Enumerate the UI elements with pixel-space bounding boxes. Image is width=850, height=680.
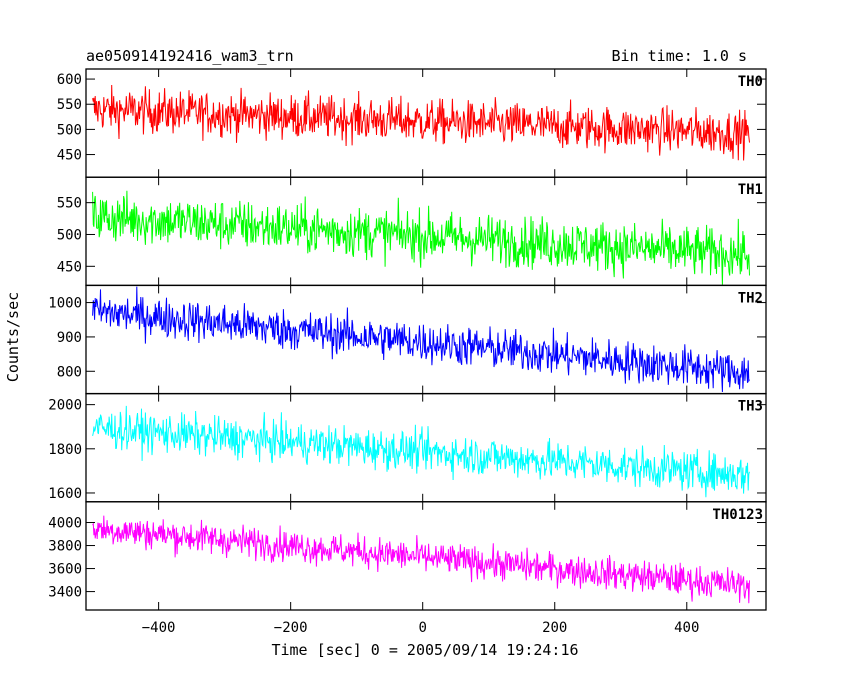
x-tick-labels: −400 −200 0 200 400 — [142, 620, 700, 636]
panels-group: 450 500 550 600 TH0 450 500 550 TH1 800 900 1000 TH2… — [48, 68, 767, 611]
panel-th2: 800 900 1000 TH2 — [48, 284, 767, 395]
y-tick-label: 800 — [57, 364, 82, 380]
y-axis-label: Counts/sec — [4, 292, 22, 382]
series-line-th2 — [92, 286, 750, 393]
panel-frame — [85, 501, 767, 611]
panel-label-th0: TH0 — [738, 74, 763, 90]
y-tick-label: 1000 — [48, 296, 82, 312]
y-tick-label: 3400 — [48, 585, 82, 601]
series-line-th0 — [92, 84, 750, 161]
y-tick-label: 3800 — [48, 539, 82, 555]
y-tick-label: 550 — [57, 97, 82, 113]
y-tick-label: 450 — [57, 259, 82, 275]
series-line-th1 — [92, 190, 750, 285]
x-tick-label: 200 — [542, 620, 567, 636]
y-tick-label: 1800 — [48, 442, 82, 458]
bin-time-label: Bin time: 1.0 s — [612, 47, 747, 65]
y-tick-label: 550 — [57, 196, 82, 212]
y-tick-label: 500 — [57, 227, 82, 243]
x-tick-label: 0 — [418, 620, 426, 636]
panel-th0123: 3400 3600 3800 4000 TH0123 — [48, 501, 767, 611]
panel-label-th2: TH2 — [738, 290, 763, 306]
panel-label-th3: TH3 — [738, 399, 763, 415]
y-tick-label: 3600 — [48, 562, 82, 578]
y-tick-label: 450 — [57, 148, 82, 164]
y-tick-label: 1600 — [48, 486, 82, 502]
panel-label-th0123: TH0123 — [712, 507, 763, 523]
x-tick-label: −200 — [274, 620, 308, 636]
y-tick-label: 900 — [57, 330, 82, 346]
panel-label-th1: TH1 — [738, 182, 763, 198]
y-tick-label: 2000 — [48, 398, 82, 414]
panel-th3: 1600 1800 2000 TH3 — [48, 392, 767, 503]
panel-frame — [85, 176, 767, 287]
x-axis-label: Time [sec] 0 = 2005/09/14 19:24:16 — [271, 641, 578, 659]
x-tick-label: −400 — [142, 620, 176, 636]
y-tick-label: 4000 — [48, 516, 82, 532]
y-tick-label: 600 — [57, 72, 82, 88]
series-line-th0123 — [92, 515, 750, 604]
panel-th0: 450 500 550 600 TH0 — [57, 68, 767, 178]
series-line-th3 — [92, 405, 750, 498]
chart-title: ae050914192416_wam3_trn — [86, 47, 294, 65]
y-tick-label: 500 — [57, 122, 82, 138]
x-tick-label: 400 — [674, 620, 699, 636]
panel-th1: 450 500 550 TH1 — [57, 176, 767, 287]
